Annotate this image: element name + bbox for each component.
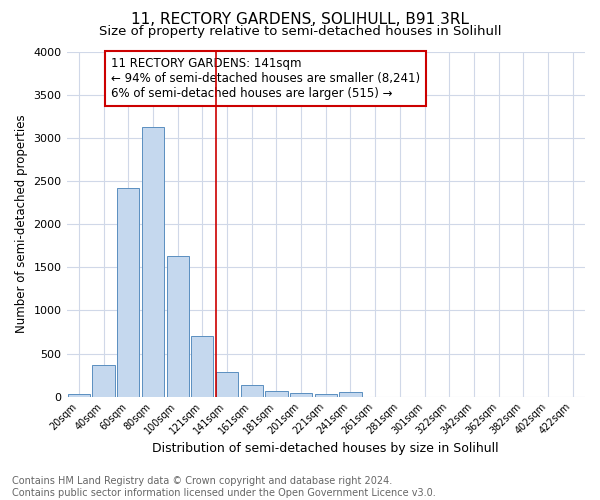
Bar (265, 392, 287, 396)
Bar (117, 188, 139, 396)
Bar (92, 364, 115, 396)
Text: 11, RECTORY GARDENS, SOLIHULL, B91 3RL: 11, RECTORY GARDENS, SOLIHULL, B91 3RL (131, 12, 469, 28)
Bar (241, 386, 263, 396)
Text: Size of property relative to semi-detached houses in Solihull: Size of property relative to semi-detach… (99, 25, 501, 38)
Y-axis label: Number of semi-detached properties: Number of semi-detached properties (15, 115, 28, 334)
Text: 11 RECTORY GARDENS: 141sqm
← 94% of semi-detached houses are smaller (8,241)
6% : 11 RECTORY GARDENS: 141sqm ← 94% of semi… (110, 56, 420, 100)
Bar (167, 256, 189, 396)
Bar (290, 393, 312, 396)
X-axis label: Distribution of semi-detached houses by size in Solihull: Distribution of semi-detached houses by … (152, 442, 499, 455)
Bar (142, 126, 164, 396)
Text: Contains HM Land Registry data © Crown copyright and database right 2024.
Contai: Contains HM Land Registry data © Crown c… (12, 476, 436, 498)
Bar (191, 336, 214, 396)
Bar (340, 392, 362, 396)
Bar (68, 394, 90, 396)
Bar (216, 372, 238, 396)
Bar (314, 394, 337, 396)
